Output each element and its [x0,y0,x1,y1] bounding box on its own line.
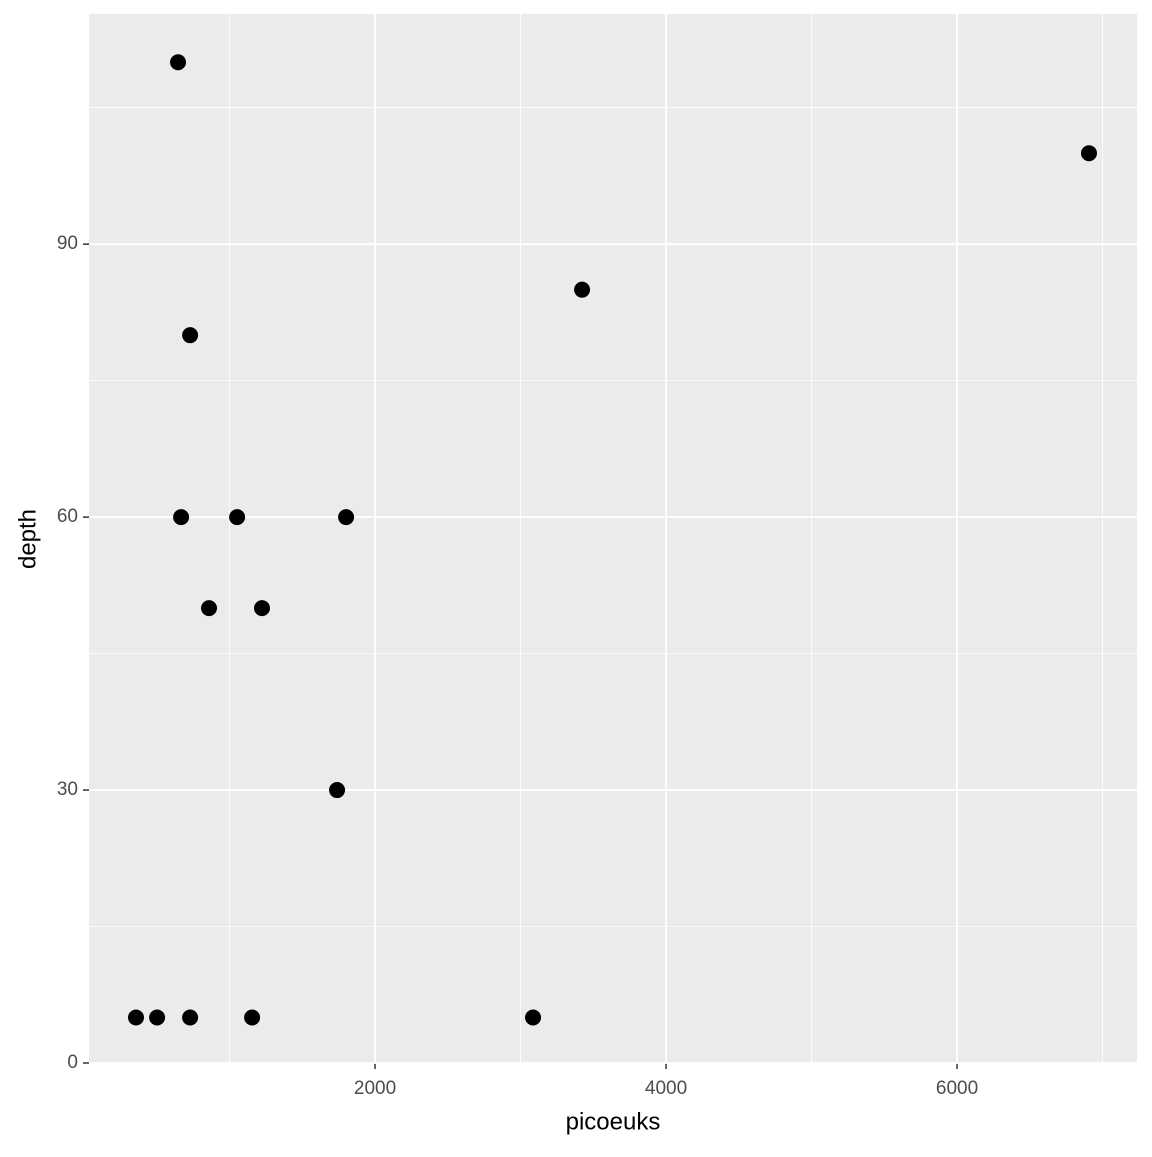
point [170,54,187,71]
point [229,509,246,526]
point [201,600,218,617]
point [127,1009,144,1026]
point [338,509,355,526]
x-axis-title: picoeuks [566,1108,661,1135]
point [244,1009,261,1026]
y-tick-label: 30 [57,779,78,800]
point [525,1009,542,1026]
point [182,327,199,344]
x-tick-label: 2000 [354,1078,396,1099]
plot-panel [89,14,1137,1063]
x-tick-label: 4000 [645,1078,687,1099]
point [574,281,591,298]
y-axis-title: depth [14,509,41,569]
point [149,1009,166,1026]
y-tick-label: 60 [57,506,78,527]
x-tick-label: 6000 [936,1078,978,1099]
point [253,600,270,617]
point [173,509,190,526]
y-tick-label: 90 [57,233,78,254]
point [1080,145,1097,162]
y-tick-label: 0 [67,1052,78,1073]
point [182,1009,199,1026]
point [329,782,346,799]
